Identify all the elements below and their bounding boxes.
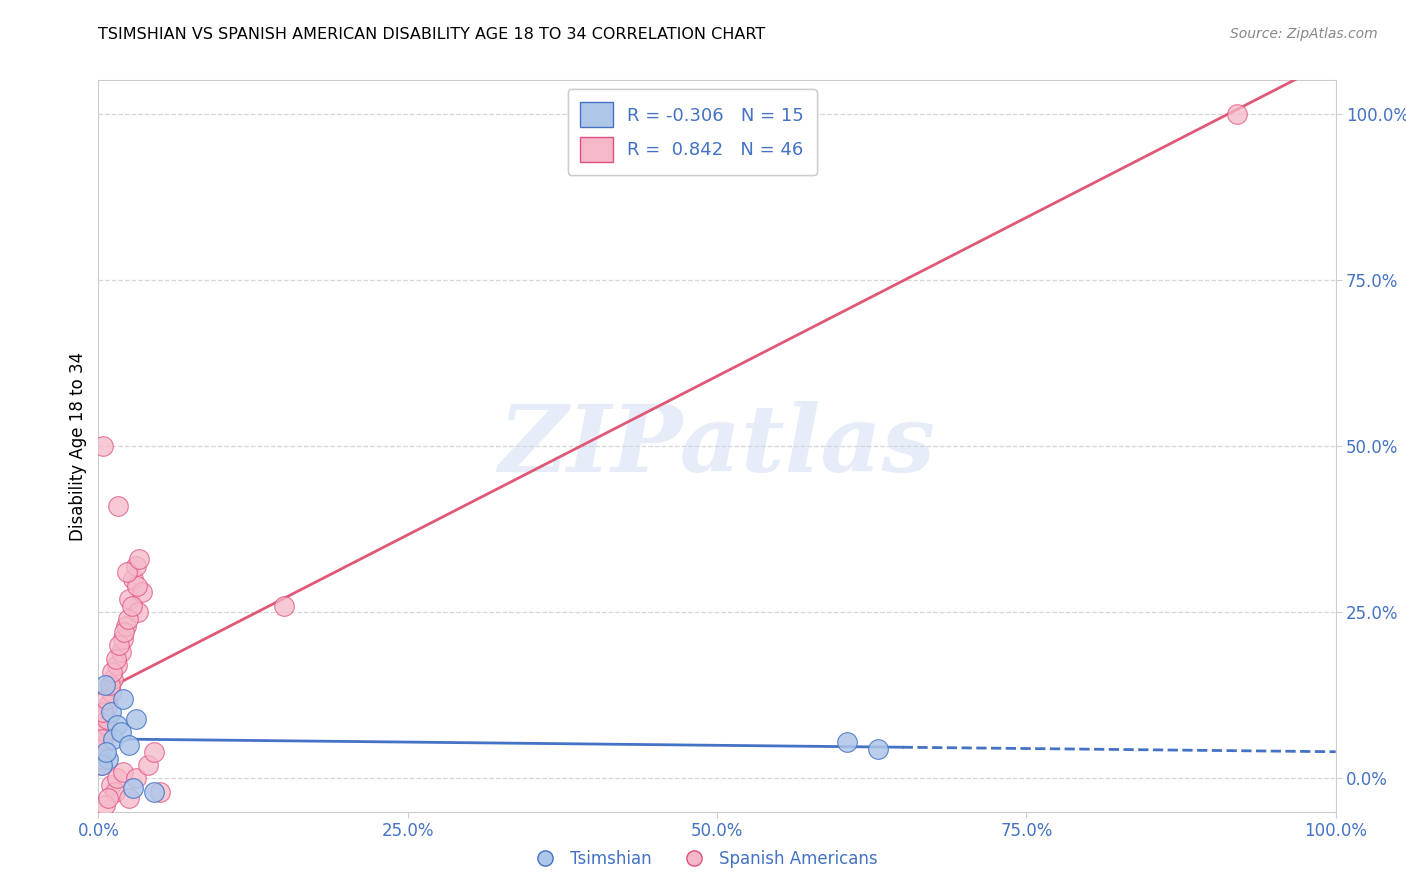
Point — [122, 781, 145, 796]
Point — [112, 625, 135, 640]
Point — [835, 735, 858, 749]
Point — [101, 665, 124, 679]
Point — [112, 691, 135, 706]
Point — [866, 741, 889, 756]
Point — [97, 791, 120, 805]
Point — [112, 764, 135, 779]
Point — [112, 632, 135, 646]
Point — [97, 751, 120, 765]
Point — [118, 738, 141, 752]
Point — [94, 718, 117, 732]
Point — [93, 725, 115, 739]
Text: TSIMSHIAN VS SPANISH AMERICAN DISABILITY AGE 18 TO 34 CORRELATION CHART: TSIMSHIAN VS SPANISH AMERICAN DISABILITY… — [98, 27, 766, 42]
Text: ZIPatlas: ZIPatlas — [499, 401, 935, 491]
Point — [124, 772, 146, 786]
Point — [128, 552, 150, 566]
Point — [105, 658, 128, 673]
Point — [124, 712, 146, 726]
Point — [100, 778, 122, 792]
Point — [122, 572, 145, 586]
Point — [100, 705, 122, 719]
Point — [103, 672, 125, 686]
Point — [110, 645, 132, 659]
Point — [96, 712, 118, 726]
Point — [91, 751, 114, 765]
Point — [131, 585, 153, 599]
Point — [94, 691, 117, 706]
Point — [105, 772, 128, 786]
Point — [124, 558, 146, 573]
Point — [93, 738, 115, 752]
Point — [93, 705, 115, 719]
Point — [107, 499, 129, 513]
Point — [125, 579, 148, 593]
Point — [273, 599, 295, 613]
Point — [143, 745, 166, 759]
Point — [94, 745, 117, 759]
Point — [93, 678, 115, 692]
Point — [117, 612, 139, 626]
Point — [103, 785, 125, 799]
Point — [103, 731, 125, 746]
Point — [91, 758, 114, 772]
Point — [114, 618, 136, 632]
Point — [118, 591, 141, 606]
Point — [108, 639, 131, 653]
Point — [90, 758, 112, 772]
Point — [121, 599, 143, 613]
Point — [104, 652, 127, 666]
Y-axis label: Disability Age 18 to 34: Disability Age 18 to 34 — [69, 351, 87, 541]
Legend: R = -0.306   N = 15, R =  0.842   N = 46: R = -0.306 N = 15, R = 0.842 N = 46 — [568, 89, 817, 175]
Point — [115, 566, 138, 580]
Point — [1226, 106, 1249, 120]
Legend: Tsimshian, Spanish Americans: Tsimshian, Spanish Americans — [522, 844, 884, 875]
Point — [105, 718, 128, 732]
Point — [98, 678, 121, 692]
Point — [149, 785, 172, 799]
Point — [93, 798, 115, 813]
Point — [100, 685, 122, 699]
Point — [127, 605, 149, 619]
Text: Source: ZipAtlas.com: Source: ZipAtlas.com — [1230, 27, 1378, 41]
Point — [136, 758, 159, 772]
Point — [110, 725, 132, 739]
Point — [91, 731, 114, 746]
Point — [93, 439, 115, 453]
Point — [143, 785, 166, 799]
Point — [97, 698, 120, 713]
Point — [118, 791, 141, 805]
